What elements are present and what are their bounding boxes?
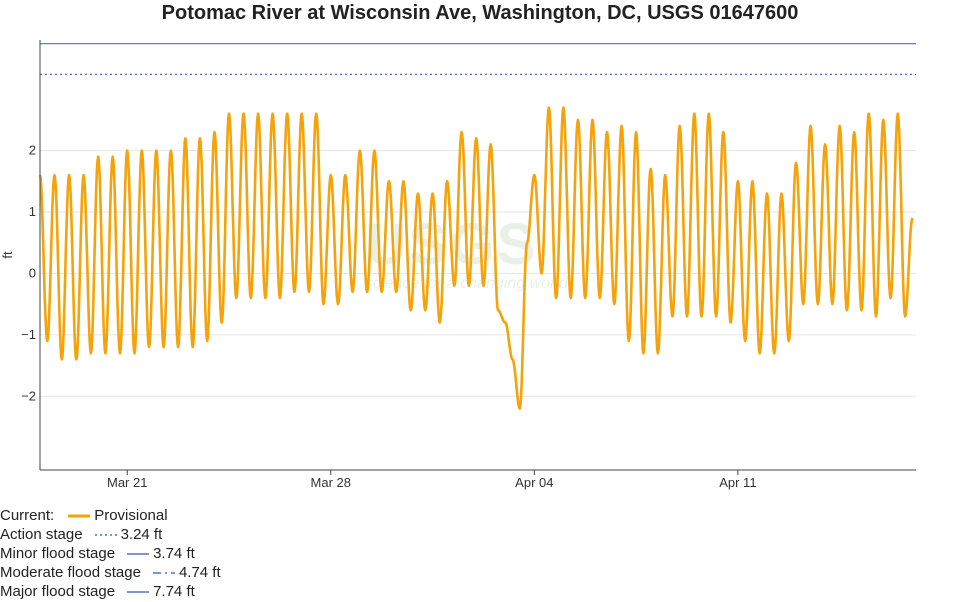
legend-action: Action stage 3.24 ft — [0, 525, 221, 544]
legend-action-label: Action stage — [0, 526, 83, 543]
legend-minor-swatch — [127, 552, 150, 555]
chart-title: Potomac River at Wisconsin Ave, Washingt… — [161, 2, 799, 24]
legend-provisional-swatch — [68, 514, 91, 517]
legend-moderate-value: 4.74 ft — [178, 564, 221, 581]
chart-plot: −2 −1 0 1 2 Mar 21 Mar 28 Apr 04 Apr 11 ft — [0, 40, 916, 490]
legend-moderate-label: Moderate flood stage — [0, 564, 141, 581]
legend-minor: Minor flood stage 3.74 ft — [0, 544, 221, 563]
series-layer — [38, 106, 914, 410]
legend-action-swatch — [94, 533, 117, 536]
x-tick-label: Mar 21 — [107, 475, 147, 490]
legend: Current: Provisional Action stage 3.24 f… — [0, 506, 221, 601]
threshold-lines — [40, 43, 916, 76]
legend-major-value: 7.74 ft — [153, 583, 195, 600]
x-tick-label: Mar 28 — [311, 475, 351, 490]
legend-moderate-swatch — [152, 571, 175, 574]
y-tick-label: 0 — [29, 265, 36, 280]
legend-major: Major flood stage 7.74 ft — [0, 582, 221, 601]
legend-current: Current: Provisional — [0, 506, 221, 525]
legend-moderate: Moderate flood stage 4.74 ft — [0, 563, 221, 582]
y-tick-label: −2 — [21, 388, 36, 403]
x-tick-label: Apr 11 — [719, 475, 756, 490]
x-tick-label: Apr 04 — [515, 475, 553, 490]
y-tick-label: 2 — [29, 143, 36, 158]
legend-major-swatch — [127, 590, 150, 593]
y-axis-label: ft — [0, 251, 15, 259]
legend-minor-value: 3.74 ft — [153, 545, 195, 562]
series-line-provisional — [38, 106, 914, 410]
tick-labels: −2 −1 0 1 2 Mar 21 Mar 28 Apr 04 Apr 11 ft — [0, 143, 757, 490]
y-tick-label: −1 — [21, 327, 36, 342]
legend-action-value: 3.24 ft — [120, 526, 163, 543]
legend-provisional-label: Provisional — [94, 507, 168, 524]
legend-current-label: Current: — [0, 507, 55, 524]
axes — [39, 40, 916, 475]
legend-minor-label: Minor flood stage — [0, 545, 116, 562]
y-tick-label: 1 — [29, 204, 36, 219]
legend-major-label: Major flood stage — [0, 583, 116, 600]
